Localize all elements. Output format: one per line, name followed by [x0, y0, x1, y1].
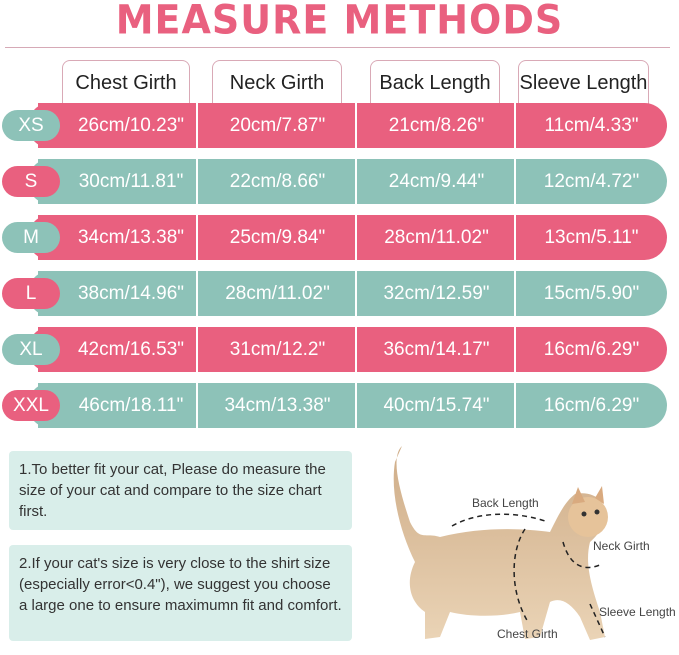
column-divider: [355, 383, 357, 428]
column-divider: [355, 215, 357, 260]
table-row: 46cm/18.11" 34cm/13.38" 40cm/15.74" 16cm/6.…: [28, 383, 667, 428]
table-cell: 16cm/6.29": [543, 339, 640, 360]
table-cell: 26cm/10.23": [77, 115, 185, 136]
column-header: Back Length: [370, 60, 500, 105]
table-cell: 31cm/12.2": [229, 339, 326, 360]
size-badge: S: [2, 166, 60, 197]
column-divider: [355, 159, 357, 204]
column-divider: [514, 103, 516, 148]
size-badge: L: [2, 278, 60, 309]
page-title: MEASURE METHODS: [115, 0, 564, 44]
cat-label-chest: Chest Girth: [497, 627, 558, 641]
size-badge: XL: [2, 334, 60, 365]
cat-label-neck: Neck Girth: [593, 539, 650, 553]
size-badge: XXL: [2, 390, 60, 421]
table-cell: 32cm/12.59": [383, 283, 490, 304]
column-divider: [514, 383, 516, 428]
column-divider: [196, 159, 198, 204]
column-divider: [514, 215, 516, 260]
table-cell: 40cm/15.74": [383, 395, 490, 416]
table-cell: 21cm/8.26": [388, 115, 485, 136]
column-header: Chest Girth: [62, 60, 190, 105]
size-badge: M: [2, 222, 60, 253]
column-divider: [514, 159, 516, 204]
table-cell: 34cm/13.38": [224, 395, 331, 416]
column-divider: [514, 327, 516, 372]
table-row: 38cm/14.96" 28cm/11.02" 32cm/12.59" 15cm/5.…: [28, 271, 667, 316]
table-cell: 11cm/4.33": [544, 115, 639, 136]
column-divider: [514, 271, 516, 316]
table-cell: 25cm/9.84": [229, 227, 326, 248]
note-1: 1.To better fit your cat, Please do meas…: [9, 451, 352, 530]
cat-label-sleeve: Sleeve Length: [599, 605, 676, 619]
cat-label-back: Back Length: [472, 496, 539, 510]
note-2: 2.If your cat's size is very close to th…: [9, 545, 352, 641]
table-row: 42cm/16.53" 31cm/12.2" 36cm/14.17" 16cm/6.2…: [28, 327, 667, 372]
table-cell: 12cm/4.72": [543, 171, 640, 192]
column-header: Neck Girth: [212, 60, 342, 105]
table-cell: 42cm/16.53": [77, 339, 185, 360]
column-divider: [196, 103, 198, 148]
table-row: 26cm/10.23" 20cm/7.87" 21cm/8.26" 11cm/4.33…: [28, 103, 667, 148]
column-divider: [196, 383, 198, 428]
column-divider: [196, 271, 198, 316]
table-cell: 34cm/13.38": [77, 227, 185, 248]
table-cell: 28cm/11.02": [225, 283, 330, 304]
table-cell: 28cm/11.02": [384, 227, 489, 248]
divider: [5, 47, 670, 48]
table-cell: 16cm/6.29": [543, 395, 640, 416]
table-cell: 30cm/11.81": [78, 171, 184, 192]
column-divider: [355, 327, 357, 372]
table-cell: 38cm/14.96": [77, 283, 185, 304]
column-divider: [196, 215, 198, 260]
table-row: 34cm/13.38" 25cm/9.84" 28cm/11.02" 13cm/5.1…: [28, 215, 667, 260]
column-divider: [355, 271, 357, 316]
table-row: 30cm/11.81" 22cm/8.66" 24cm/9.44" 12cm/4.72…: [28, 159, 667, 204]
column-divider: [196, 327, 198, 372]
table-cell: 24cm/9.44": [388, 171, 485, 192]
column-header: Sleeve Length: [518, 60, 649, 105]
size-badge: XS: [2, 110, 60, 141]
table-cell: 22cm/8.66": [229, 171, 326, 192]
table-cell: 36cm/14.17": [383, 339, 490, 360]
cat-icon: [393, 446, 608, 640]
column-divider: [355, 103, 357, 148]
table-cell: 13cm/5.11": [544, 227, 639, 248]
table-cell: 20cm/7.87": [229, 115, 326, 136]
cat-illustration: Back Length Neck Girth Sleeve Length Che…: [380, 432, 679, 655]
table-cell: 46cm/18.11": [78, 395, 184, 416]
table-cell: 15cm/5.90": [543, 283, 640, 304]
